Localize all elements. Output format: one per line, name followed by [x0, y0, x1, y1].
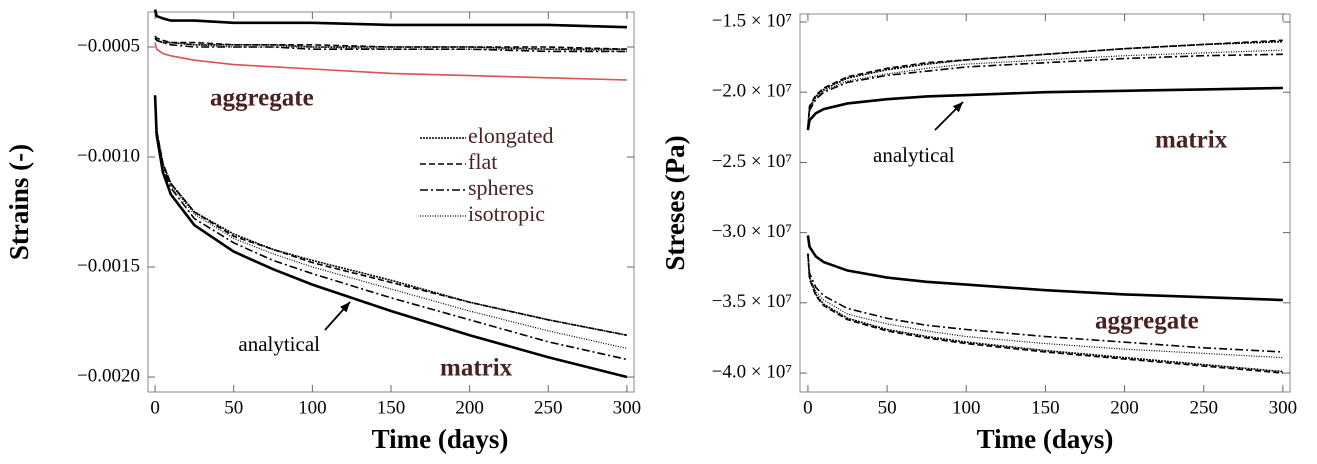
x-axis-title: Time (days) [372, 424, 509, 454]
y-tick-label: −0.0005 [77, 35, 140, 56]
series-line [154, 42, 627, 81]
x-tick-label: 250 [534, 397, 563, 418]
arrow-head [952, 102, 963, 113]
y-tick-label: −0.0015 [77, 255, 140, 276]
series-line [806, 86, 1283, 131]
series-line [807, 253, 1283, 353]
y-tick-label: −0.0010 [77, 145, 140, 166]
series-line [807, 253, 1283, 374]
y-tick-label: −2.0 × 10⁷ [712, 81, 792, 102]
y-tick-label: −0.0020 [77, 365, 140, 386]
x-tick-label: 150 [1031, 397, 1060, 418]
y-tick-label: −3.5 × 10⁷ [712, 291, 792, 312]
x-tick-label: 150 [377, 397, 406, 418]
series-line [154, 37, 627, 52]
legend-label: spheres [468, 175, 534, 200]
y-tick-label: −2.5 × 10⁷ [712, 151, 792, 172]
series-line [154, 95, 628, 337]
annotation: aggregate [1095, 308, 1199, 335]
series-line [154, 37, 627, 53]
y-axis-title: Strains (-) [4, 144, 34, 260]
y-axis-title: Streses (Pa) [660, 135, 690, 270]
annotation: aggregate [210, 85, 314, 112]
plot: 0 50 100 150 200 250 300 −0.0020 −0.0015 −0.0010 −… [4, 9, 642, 454]
plot: 0 50 100 150 200 250 300 −4.0 × 10⁷ −3.5 × 10⁷ −3… [660, 10, 1297, 454]
series-line [807, 53, 1283, 128]
series-line [806, 235, 1283, 302]
annotation: analytical [238, 332, 320, 356]
x-tick-label: 50 [878, 397, 897, 418]
x-axis-title: Time (days) [977, 424, 1114, 454]
legend-label: elongated [468, 123, 554, 148]
plot-frame [147, 11, 635, 393]
arrow-head [340, 302, 350, 313]
x-tick-label: 300 [1269, 397, 1298, 418]
series-line [807, 253, 1283, 359]
y-tick-label: −3.0 × 10⁷ [712, 221, 792, 242]
x-tick-label: 200 [455, 397, 484, 418]
series-line [807, 253, 1283, 373]
annotation: matrix [1155, 127, 1228, 154]
x-tick-label: 0 [150, 397, 160, 418]
y-tick-label: −4.0 × 10⁷ [712, 361, 792, 382]
x-tick-label: 100 [952, 397, 981, 418]
legend-label: flat [468, 149, 497, 174]
x-tick-label: 100 [298, 397, 327, 418]
x-tick-label: 300 [613, 397, 642, 418]
plot-frame [799, 13, 1291, 393]
series-line [154, 35, 627, 50]
y-tick-label: −1.5 × 10⁷ [712, 10, 792, 31]
series-line [807, 49, 1283, 128]
annotation: analytical [873, 143, 955, 167]
x-tick-label: 0 [803, 397, 813, 418]
legend-label: isotropic [468, 201, 545, 226]
x-tick-label: 200 [1110, 397, 1139, 418]
series-line [153, 95, 628, 379]
x-tick-label: 50 [224, 397, 243, 418]
series-line [153, 9, 627, 29]
series-line [154, 95, 628, 337]
x-tick-label: 250 [1189, 397, 1218, 418]
annotation: matrix [440, 355, 513, 382]
series-line [154, 95, 628, 361]
series-line [807, 39, 1283, 128]
